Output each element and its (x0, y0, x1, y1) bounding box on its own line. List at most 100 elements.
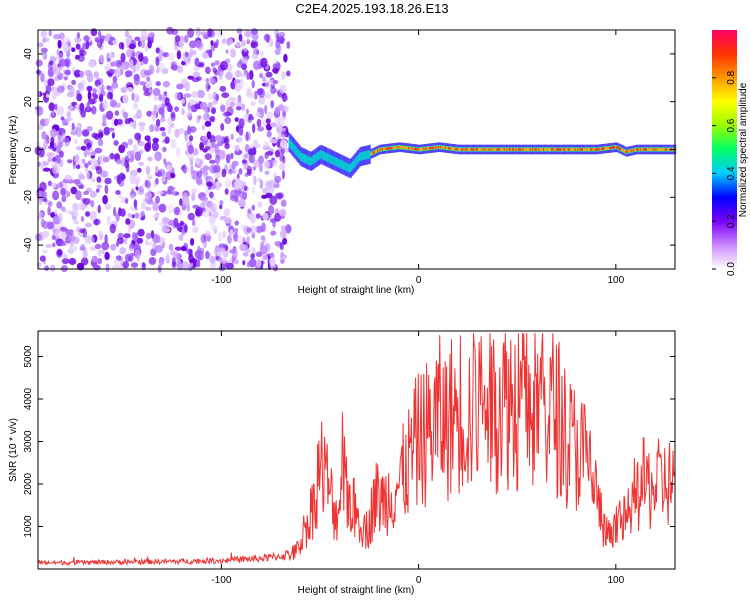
heatmap-track-mid (306, 155, 309, 164)
heatmap-track-core (638, 148, 641, 151)
heatmap-track-core (656, 148, 659, 151)
heatmap-track-mid (350, 163, 352, 173)
heatmap-track-core (522, 148, 525, 151)
heatmap-speckle (272, 79, 278, 85)
heatmap-track-core (448, 147, 451, 150)
heatmap-speckle (222, 230, 227, 239)
colorbar-tick-label: 0.6 (726, 118, 737, 132)
heatmap-speckle (246, 248, 251, 253)
heatmap-speckle (199, 141, 205, 151)
heatmap-speckle (104, 177, 112, 185)
heatmap-speckle (106, 85, 112, 90)
heatmap-speckle (55, 183, 64, 189)
heatmap-track-mid (322, 151, 325, 160)
heatmap-track-core (449, 147, 452, 150)
heatmap-track-core (589, 148, 591, 151)
heatmap-track-core (600, 147, 603, 151)
heatmap-speckle (219, 104, 226, 112)
heatmap-speckle (69, 85, 75, 96)
heatmap-track-core (415, 147, 418, 151)
heatmap-speckle (89, 211, 97, 221)
heatmap-speckle (40, 47, 48, 53)
heatmap-speckle (133, 175, 142, 184)
heatmap-speckle (274, 150, 280, 158)
heatmap-track-core (547, 148, 550, 151)
heatmap-track-core (609, 146, 612, 150)
heatmap-track-mid (355, 156, 358, 166)
heatmap-speckle (248, 70, 254, 80)
heatmap-speckle (269, 257, 276, 267)
heatmap-track-core (572, 148, 575, 151)
heatmap-track-core (499, 148, 502, 151)
heatmap-speckle (261, 194, 268, 199)
heatmap-speckle (136, 109, 142, 119)
heatmap-speckle (255, 251, 263, 258)
heatmap-speckle (109, 152, 115, 160)
heatmap-speckle (170, 64, 179, 71)
heatmap-speckle (63, 76, 68, 81)
heatmap-track-core (436, 146, 439, 149)
heatmap-speckle (140, 210, 145, 217)
heatmap-track-core (577, 148, 580, 151)
heatmap-speckle (248, 148, 255, 156)
heatmap-track-core (568, 148, 571, 151)
heatmap-speckle (250, 101, 256, 106)
heatmap-track-core (417, 148, 420, 151)
heatmap-speckle (259, 72, 264, 79)
heatmap-track-core (631, 149, 634, 152)
heatmap-speckle (262, 251, 269, 260)
heatmap-speckle (52, 190, 60, 201)
heatmap-speckle (234, 83, 242, 92)
heatmap-track-core (550, 148, 552, 151)
heatmap-speckle (115, 212, 120, 222)
heatmap-speckle (94, 243, 102, 250)
heatmap-track-core (531, 148, 533, 151)
heatmap-track-core (376, 149, 378, 153)
heatmap-speckle (238, 33, 243, 42)
heatmap-speckle (178, 127, 185, 134)
heatmap-speckle (159, 221, 164, 227)
heatmap-speckle (121, 174, 126, 180)
heatmap-speckle (89, 190, 97, 198)
heatmap-track-mid (357, 155, 360, 164)
spectrogram-ytick-label: 40 (23, 48, 34, 60)
heatmap-speckle (87, 90, 92, 101)
heatmap-speckle (251, 204, 256, 211)
heatmap-track-core (464, 148, 467, 151)
heatmap-track-mid (305, 154, 307, 164)
heatmap-track-core (507, 148, 510, 151)
heatmap-track-core (495, 148, 498, 151)
heatmap-speckle (108, 127, 115, 132)
heatmap-speckle (106, 92, 113, 100)
heatmap-speckle (93, 71, 100, 79)
heatmap-speckle (132, 119, 137, 130)
heatmap-track-core (473, 148, 476, 151)
heatmap-speckle (96, 84, 101, 94)
heatmap-speckle (214, 135, 223, 142)
heatmap-speckle (57, 249, 63, 256)
heatmap-speckle (41, 131, 47, 140)
heatmap-speckle (51, 235, 56, 240)
spectrogram-xtick-label: -100 (211, 275, 231, 286)
heatmap-speckle (238, 198, 246, 208)
heatmap-track-core (431, 146, 434, 150)
heatmap-track-core (523, 148, 526, 151)
heatmap-speckle (248, 154, 255, 164)
heatmap-track-core (542, 148, 545, 151)
heatmap-speckle (49, 141, 54, 149)
heatmap-speckle (85, 40, 90, 50)
heatmap-track-core (579, 148, 582, 151)
heatmap-speckle (167, 125, 172, 135)
heatmap-speckle (71, 122, 75, 131)
heatmap-track-mid (353, 159, 356, 169)
heatmap-speckle (234, 220, 239, 226)
heatmap-speckle (191, 192, 196, 201)
heatmap-speckle (68, 246, 74, 255)
heatmap-track-core (544, 148, 547, 151)
heatmap-speckle (67, 234, 76, 242)
heatmap-track-core (480, 148, 483, 151)
heatmap-track-core (567, 148, 570, 151)
heatmap-track-mid (318, 151, 320, 160)
heatmap-speckle (58, 32, 65, 40)
heatmap-speckle (85, 211, 91, 217)
